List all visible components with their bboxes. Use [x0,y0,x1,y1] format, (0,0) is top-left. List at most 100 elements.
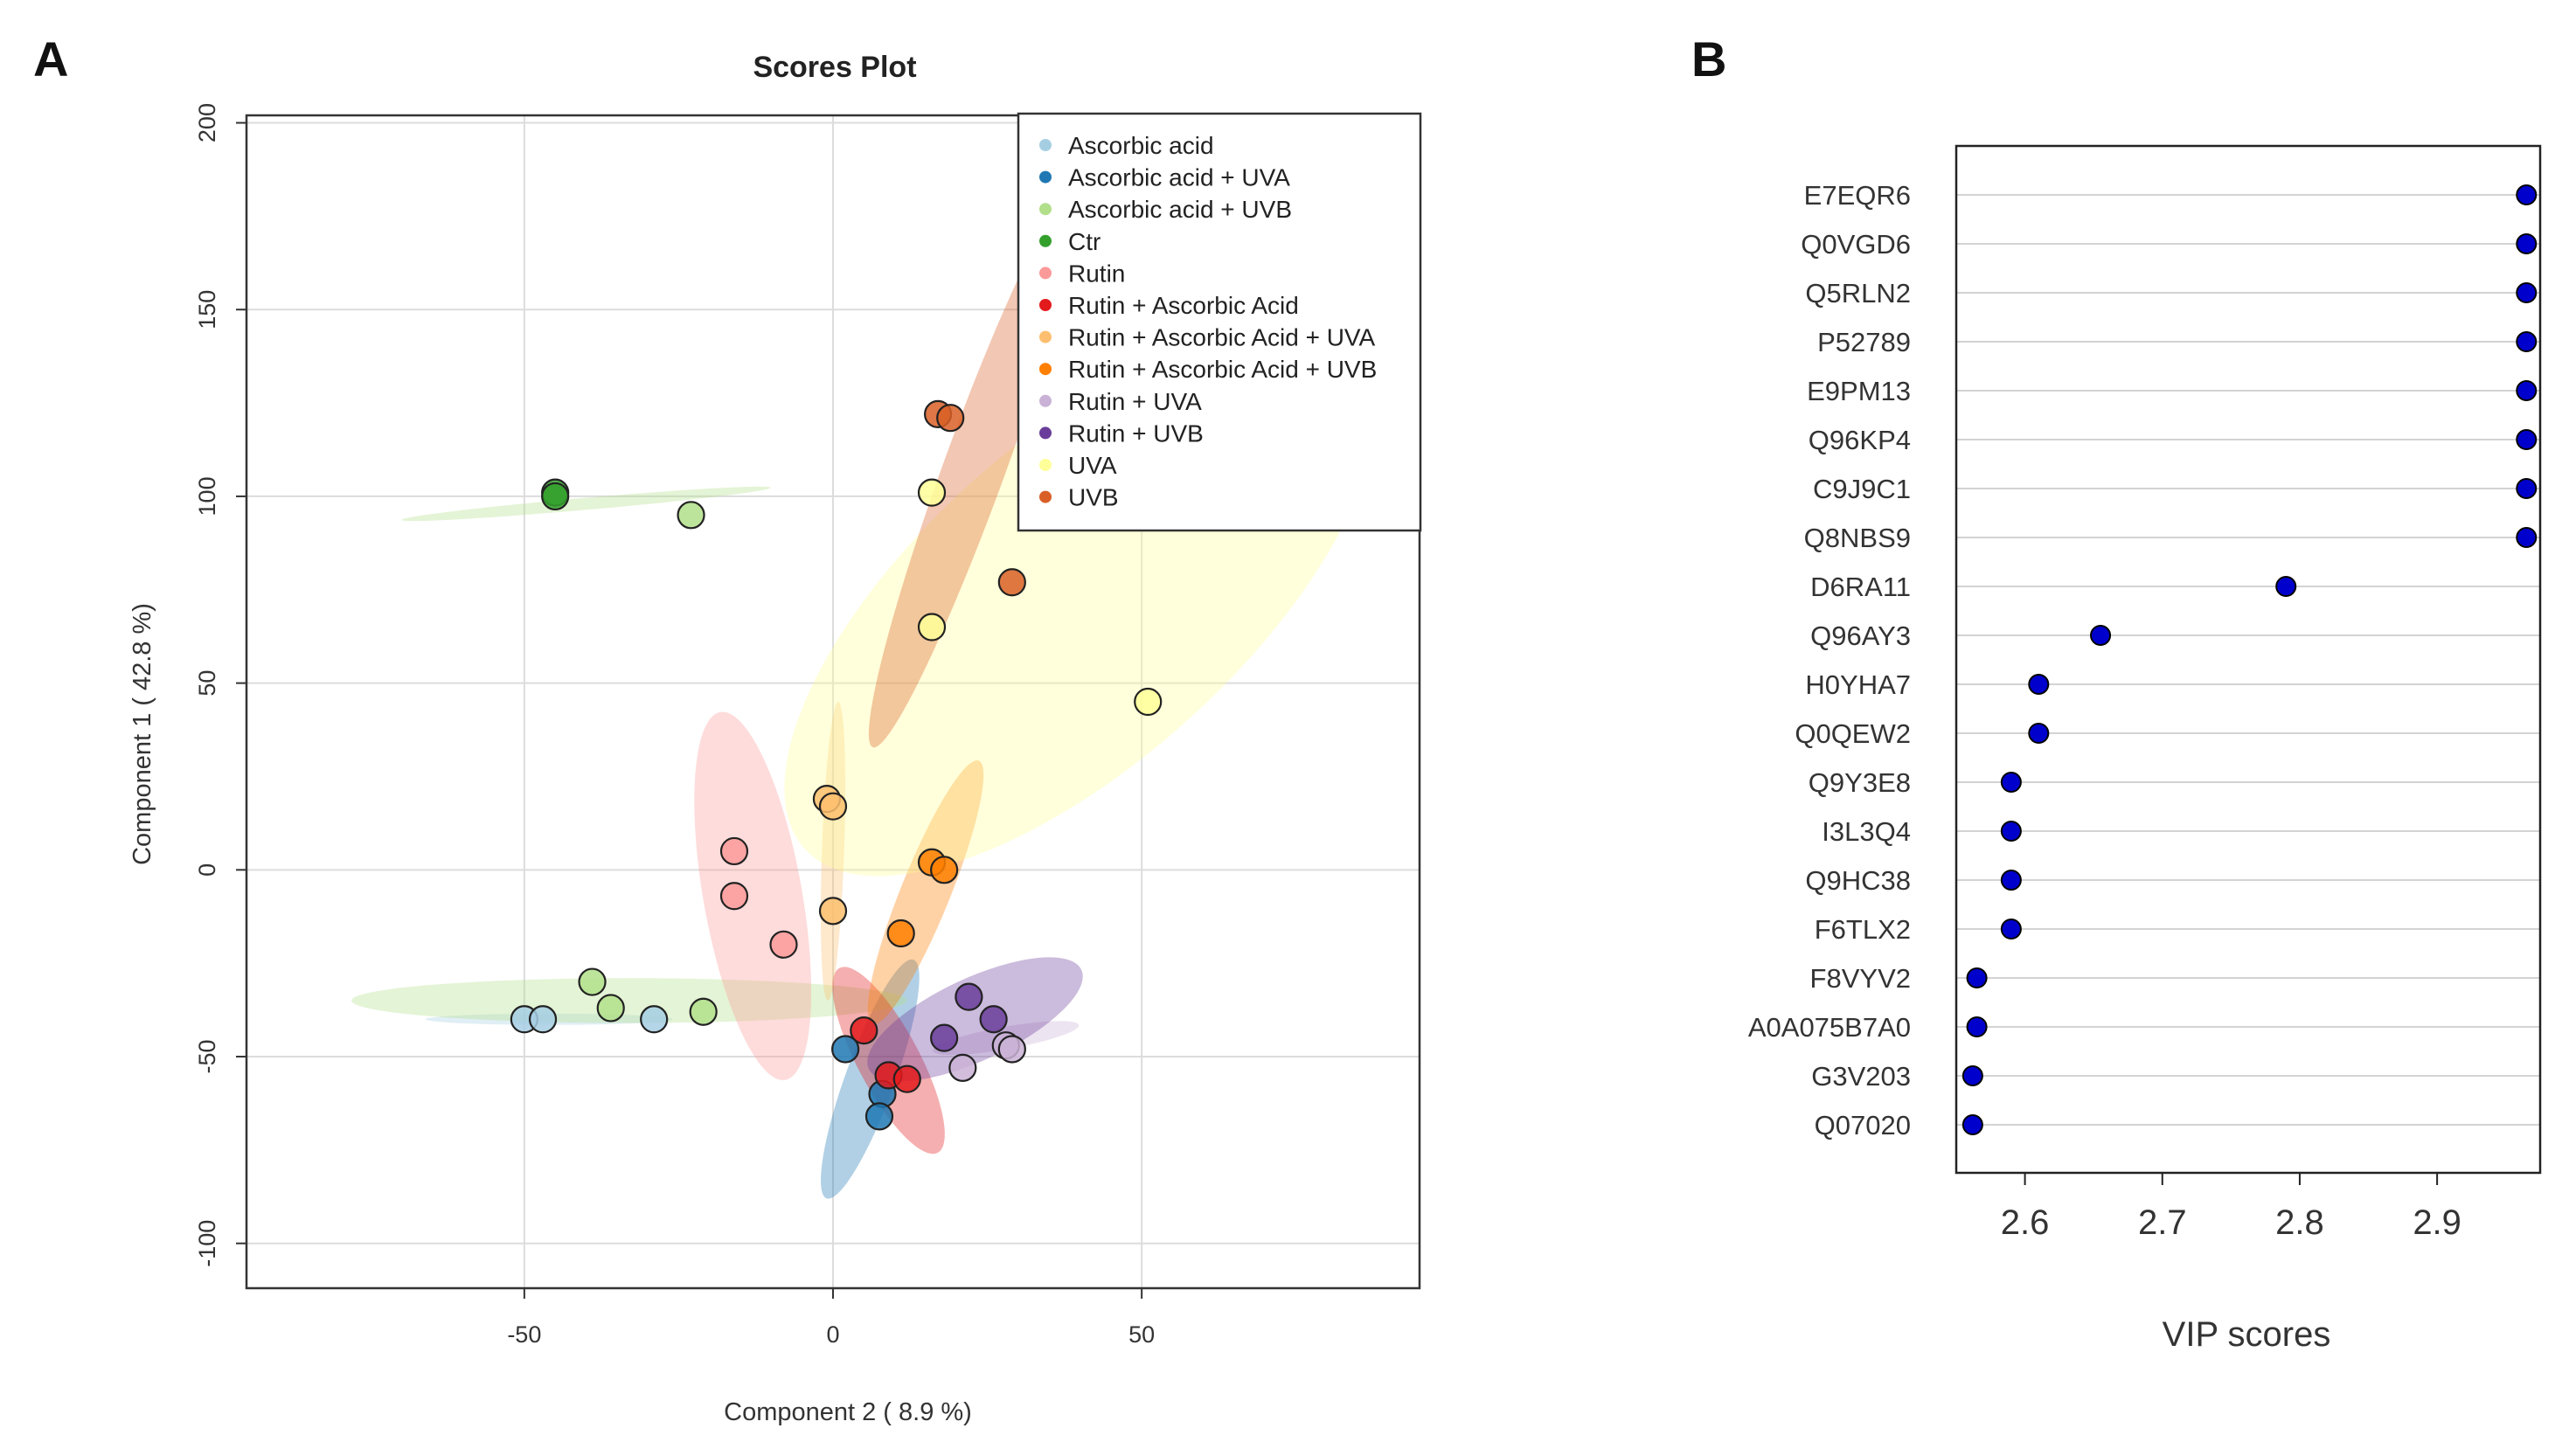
point-rutin-ascorbic-acid [850,1016,878,1045]
point-ascorbic-acid-uva [831,1035,860,1064]
legend-label-uvb: UVB [1068,484,1119,511]
point-ascorbic-acid [640,1005,669,1034]
ellipse-rutin-uvb [867,957,1083,1082]
vip-label-g3v203: G3V203 [1811,1061,1911,1092]
point-ascorbic-acid-uvb [578,967,607,996]
vip-point-f6tlx2 [2000,919,2022,939]
legend-label-ascorbic-acid-uva: Ascorbic acid + UVA [1068,164,1290,191]
scores-plot-axis-ticks: -50 0 50 -100 -50 0 50 100 150 200 [194,103,1155,1348]
point-uva [917,613,947,641]
y-axis-label: Component 1 ( 42.8 %) [128,603,156,865]
point-ascorbic-acid-uva [864,1102,894,1131]
vip-point-q8nbs9 [2516,527,2538,548]
point-ctr [541,482,570,511]
vip-label-q5rln2: Q5RLN2 [1805,278,1911,309]
vip-point-q96kp4 [2516,429,2538,450]
point-rutin [719,882,749,911]
legend-marker-ascorbic-acid-uvb [1039,203,1052,216]
vip-plot-frame [1955,144,2542,1175]
vip-label-q8nbs9: Q8NBS9 [1804,523,1911,553]
legend-marker-rutin-uva [1039,394,1052,407]
vip-x-tick-label: 2.8 [2275,1203,2324,1242]
vip-point-q0vgd6 [2516,233,2538,254]
vip-points [1961,184,2538,1135]
legend-marker-rutin-uvb [1039,426,1052,440]
y-tick-label: -100 [194,1220,220,1267]
legend-box [1017,112,1422,532]
point-ascorbic-acid-uvb [596,994,625,1023]
y-tick-label: -50 [194,1040,220,1074]
legend-marker-rutin [1039,267,1052,280]
vip-x-tick-label: 2.6 [2001,1203,2050,1242]
y-tick-label: 100 [194,476,220,516]
legend-label-rutin-ascorbic-acid-uva: Rutin + Ascorbic Acid + UVA [1068,324,1376,351]
ellipse-rutin-ascorbic-acid [832,967,945,1154]
legend-label-rutin-uva: Rutin + UVA [1068,388,1202,415]
vip-point-c9j9c1 [2516,478,2538,499]
y-tick-label: 200 [194,103,220,142]
point-rutin-ascorbic-acid [892,1064,921,1093]
vip-label-f8vyv2: F8VYV2 [1810,963,1911,994]
vip-point-e7eqr6 [2516,184,2538,205]
legend-marker-rutin-ascorbic-acid [1039,299,1052,311]
y-tick-label: 150 [194,290,220,329]
point-rutin-ascorbic-acid-uvb [886,919,915,948]
vip-axis-ticks: 2.6 2.7 2.8 2.9 [2001,1173,2461,1242]
legend-label-rutin: Rutin [1068,260,1125,287]
x-tick-label: -50 [507,1321,541,1348]
point-ascorbic-acid [528,1005,558,1034]
vip-point-h0yha7 [2028,674,2050,695]
vip-label-f6tlx2: F6TLX2 [1815,914,1911,945]
panel-label-b: B [1691,31,1726,87]
x-axis-label: Component 2 ( 8.9 %) [724,1398,972,1426]
legend-label-rutin-ascorbic-acid-uvb: Rutin + Ascorbic Acid + UVB [1068,356,1377,383]
vip-label-c9j9c1: C9J9C1 [1813,474,1911,504]
vip-label-e7eqr6: E7EQR6 [1804,180,1911,211]
point-ascorbic-acid-uvb [677,501,705,530]
legend-marker-ascorbic-acid-uva [1039,170,1052,184]
vip-x-tick-label: 2.7 [2138,1203,2187,1242]
point-uvb [997,568,1026,597]
scores-plot-points [510,399,1163,1131]
vip-point-d6ra11 [2275,576,2297,597]
vip-label-i3l3q4: I3L3Q4 [1822,816,1911,847]
vip-label-e9pm13: E9PM13 [1807,376,1911,406]
legend-label-ascorbic-acid-uvb: Ascorbic acid + UVB [1068,196,1292,223]
point-uva [917,478,947,507]
panel-label-a: A [33,31,68,87]
legend-label-rutin-ascorbic-acid: Rutin + Ascorbic Acid [1068,292,1299,319]
legend: Ascorbic acid Ascorbic acid + UVA Ascorbic… [1017,112,1422,532]
point-rutin-ascorbic-acid-uva [818,897,848,926]
legend-label-ctr: Ctr [1068,228,1101,255]
legend-marker-ascorbic-acid [1039,139,1052,151]
vip-plot-grid [1956,194,2540,1126]
vip-label-q96kp4: Q96KP4 [1809,425,1911,455]
point-uvb [936,404,965,433]
vip-label-q07020: Q07020 [1815,1110,1911,1141]
ellipse-rutin [694,711,812,1080]
ellipse-ascorbic-acid-uvb [401,486,771,522]
vip-point-g3v203 [1961,1065,1983,1086]
legend-label-ascorbic-acid: Ascorbic acid [1068,132,1214,159]
point-uva [1134,687,1163,717]
vip-x-tick-label: 2.9 [2413,1203,2461,1242]
x-tick-label: 0 [826,1321,839,1348]
vip-point-q9hc38 [2000,870,2022,891]
point-rutin [769,930,798,959]
vip-label-p52789: P52789 [1817,327,1911,357]
vip-point-i3l3q4 [2000,821,2022,842]
legend-label-rutin-uvb: Rutin + UVB [1068,419,1204,447]
ellipse-rutin-ascorbic-acid-uva [820,702,846,1001]
point-rutin-uvb [979,1005,1008,1034]
point-rutin-ascorbic-acid-uva [818,792,848,821]
vip-point-q07020 [1961,1114,1983,1135]
vip-label-d6ra11: D6RA11 [1810,572,1911,602]
vip-label-q9hc38: Q9HC38 [1805,865,1911,896]
vip-point-q0qew2 [2028,723,2050,744]
legend-label-uva: UVA [1068,452,1117,479]
vip-point-e9pm13 [2516,380,2538,401]
y-tick-label: 0 [194,863,220,877]
x-tick-label: 50 [1128,1321,1155,1348]
ellipse-rutin-ascorbic-acid-uvb [867,760,984,1024]
